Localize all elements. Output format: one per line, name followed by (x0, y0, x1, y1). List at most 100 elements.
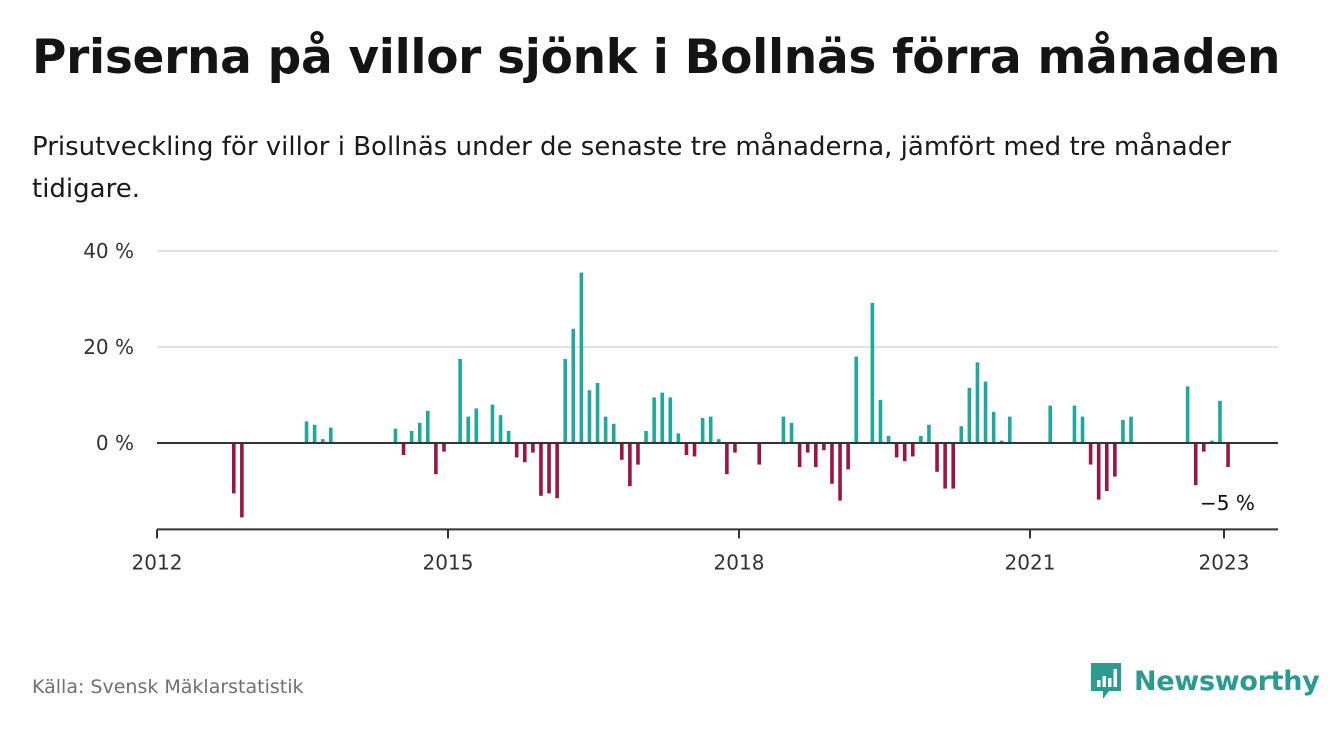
bar-2016-10 (619, 443, 624, 460)
bar-2017-06 (684, 443, 689, 455)
bar-2020-03 (951, 443, 956, 489)
bar-2022-10 (1201, 443, 1206, 452)
bar-2020-10 (1007, 416, 1012, 443)
bar-2017-10 (716, 439, 721, 443)
brand-logo[interactable]: Newsworthy (1088, 660, 1320, 702)
bar-2020-09 (999, 440, 1004, 443)
bar-2016-08 (603, 416, 608, 443)
bar-2019-06 (878, 399, 883, 443)
bar-2019-07 (886, 435, 891, 443)
x-tick-label: 2015 (423, 550, 474, 574)
bar-2021-08 (1088, 443, 1093, 465)
bar-2014-11 (434, 443, 438, 475)
last-value-label: −5 % (1200, 491, 1255, 515)
bar-2018-03 (757, 443, 762, 465)
bar-2015-04 (474, 408, 479, 443)
bar-2014-07 (401, 443, 406, 455)
bar-2014-12 (442, 443, 446, 452)
bar-2019-09 (902, 443, 907, 462)
bar-2012-10 (231, 443, 236, 494)
bar-2017-04 (668, 397, 673, 443)
bar-2015-09 (514, 443, 519, 458)
chart-title: Priserna på villor sjönk i Bollnäs förra… (32, 30, 1281, 85)
bar-2019-10 (910, 443, 915, 457)
bar-2014-08 (409, 431, 414, 443)
chart-subtitle: Prisutveckling för villor i Bollnäs unde… (32, 132, 1231, 204)
bar-2016-09 (611, 423, 616, 443)
bar-2017-05 (676, 433, 681, 443)
bar-2013-10 (328, 427, 333, 443)
bar-2018-12 (830, 443, 834, 484)
bar-2016-07 (595, 383, 600, 443)
bar-2022-08 (1185, 386, 1190, 443)
bar-2020-05 (967, 387, 972, 443)
y-axis-ticks: 0 % 20 % 40 % (83, 239, 134, 455)
bar-2017-02 (652, 397, 656, 443)
x-tick-label: 2021 (1005, 550, 1056, 574)
newsworthy-logo-icon (1091, 663, 1121, 699)
bar-2016-12 (636, 443, 640, 465)
bar-2015-02 (458, 359, 462, 443)
bar-2020-07 (983, 381, 988, 443)
bar-2016-11 (628, 443, 632, 487)
bar-2013-07 (304, 421, 309, 443)
bar-2021-12 (1121, 419, 1125, 443)
source-note: Källa: Svensk Mäklarstatistik (32, 676, 304, 698)
bar-2021-09 (1096, 443, 1101, 500)
bar-2016-01 (547, 443, 551, 494)
bar-2019-11 (919, 435, 923, 443)
bar-2017-11 (725, 443, 729, 475)
bar-2017-12 (733, 443, 737, 453)
bar-2019-05 (870, 302, 875, 443)
brand-name: Newsworthy (1134, 665, 1320, 697)
bar-2019-12 (927, 424, 931, 443)
bar-2017-07 (692, 443, 697, 457)
bar-2022-11 (1210, 440, 1214, 443)
bar-2015-07 (498, 415, 503, 443)
bar-2022-12 (1218, 400, 1222, 443)
bar-2020-08 (991, 411, 996, 443)
bar-2019-08 (894, 443, 899, 458)
bar-2018-06 (781, 416, 786, 443)
bar-2014-10 (425, 410, 430, 443)
bar-2015-11 (531, 443, 535, 453)
y-tick-label: 20 % (83, 335, 134, 359)
bar-2018-10 (813, 443, 818, 467)
bar-2015-03 (466, 416, 471, 443)
bar-2013-09 (320, 439, 325, 443)
bar-2017-09 (708, 416, 713, 443)
bar-2022-09 (1193, 443, 1198, 486)
bar-2015-10 (522, 443, 527, 463)
bar-2018-11 (822, 443, 826, 451)
bar-2014-09 (417, 422, 422, 443)
bar-2019-02 (846, 443, 850, 470)
bar-2021-06 (1072, 405, 1077, 443)
bar-2020-02 (943, 443, 947, 489)
bar-2015-06 (490, 404, 495, 443)
bar-2019-01 (838, 443, 842, 501)
bar-2016-04 (571, 328, 576, 443)
x-axis-ticks: 2012 2015 2018 2021 2023 (132, 529, 1249, 574)
bar-2016-06 (587, 390, 592, 443)
bar-2017-08 (700, 418, 705, 443)
y-tick-label: 40 % (83, 239, 134, 263)
bar-2022-01 (1129, 416, 1133, 443)
y-tick-label: 0 % (96, 431, 134, 455)
bar-2015-12 (539, 443, 543, 496)
bar-2020-04 (959, 426, 964, 443)
x-tick-label: 2018 (714, 550, 765, 574)
bar-2012-11 (240, 443, 244, 518)
bar-2017-03 (660, 392, 665, 443)
bar-2020-06 (975, 362, 980, 443)
bar-2020-01 (935, 443, 939, 472)
bar-2021-10 (1104, 443, 1109, 491)
bar-2023-01 (1226, 443, 1230, 467)
bar-chart: 0 % 20 % 40 % 2012 2015 2018 2021 2023 −5 % (83, 239, 1278, 574)
bar-2016-03 (563, 359, 568, 443)
bars (231, 272, 1230, 518)
bar-2016-05 (579, 272, 584, 443)
gridlines (157, 250, 1278, 348)
bar-2013-08 (312, 424, 317, 443)
bar-2015-08 (506, 431, 511, 443)
bar-2021-11 (1113, 443, 1117, 477)
